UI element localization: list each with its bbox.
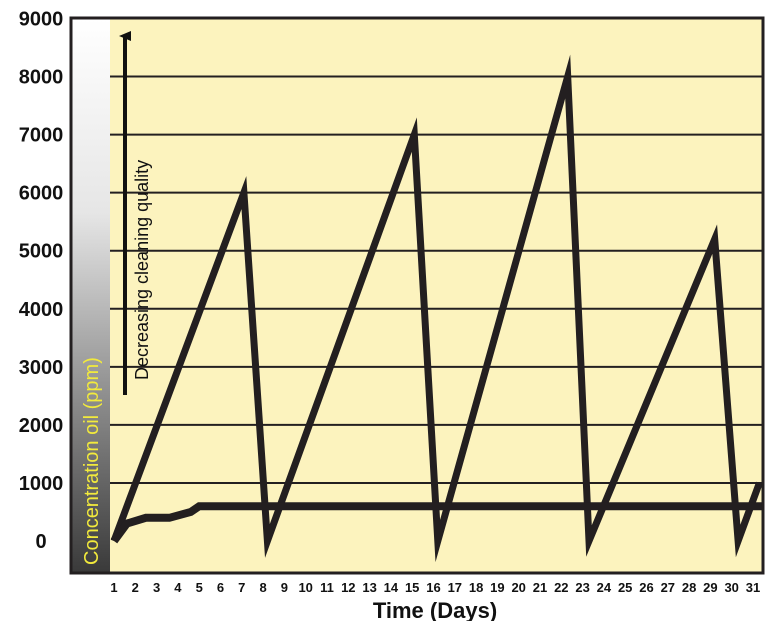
x-tick-label: 16 (426, 580, 440, 595)
series-line-1 (110, 54, 763, 563)
y-tick-label: 1000 (19, 473, 64, 495)
y-tick-labels: 0 1000 2000 3000 4000 5000 6000 7000 8000 9000 (19, 8, 64, 553)
x-tick-label: 22 (554, 580, 568, 595)
y-tick-label: 2000 (19, 415, 64, 437)
y-tick-label: 3000 (19, 357, 64, 379)
x-tick-labels: 1 2 3 4 5 6 7 8 9 10 11 12 13 14 15 16 17 18 19 20 21 22 23 24 2… (110, 580, 760, 595)
x-tick-label: 20 (511, 580, 525, 595)
x-tick-label: 21 (533, 580, 547, 595)
y-axis-band (72, 19, 110, 572)
y-tick-label: 0 (35, 531, 46, 553)
x-tick-label: 12 (341, 580, 355, 595)
x-tick-label: 14 (384, 580, 399, 595)
series-line-2 (110, 502, 764, 544)
x-tick-label: 7 (238, 580, 245, 595)
x-tick-label: 2 (132, 580, 139, 595)
x-tick-label: 25 (618, 580, 632, 595)
x-tick-label: 13 (362, 580, 376, 595)
x-tick-label: 31 (746, 580, 760, 595)
chart-frame (69, 16, 765, 575)
y-tick-label: 7000 (19, 125, 64, 147)
y-tick-label: 6000 (19, 183, 64, 205)
series-lines (110, 54, 764, 563)
annotation-text: Decreasing cleaning quality (132, 160, 152, 380)
x-tick-label: 27 (661, 580, 675, 595)
x-tick-label: 8 (259, 580, 266, 595)
x-tick-label: 3 (153, 580, 160, 595)
x-tick-label: 24 (597, 580, 612, 595)
y-axis-label: Concentration oil (ppm) (81, 357, 103, 565)
y-tick-label: 9000 (19, 8, 64, 30)
x-tick-label: 15 (405, 580, 419, 595)
x-tick-label: 10 (298, 580, 312, 595)
x-tick-label: 4 (174, 580, 182, 595)
x-tick-label: 1 (110, 580, 117, 595)
x-tick-label: 30 (724, 580, 738, 595)
x-tick-label: 19 (490, 580, 504, 595)
x-tick-label: 23 (575, 580, 589, 595)
x-tick-label: 28 (682, 580, 696, 595)
x-tick-label: 11 (320, 580, 334, 595)
y-tick-label: 4000 (19, 299, 64, 321)
x-tick-label: 5 (196, 580, 203, 595)
x-tick-label: 29 (703, 580, 717, 595)
y-tick-label: 8000 (19, 67, 64, 89)
x-tick-label: 26 (639, 580, 653, 595)
x-axis-label: Time (Days) (373, 598, 497, 621)
x-tick-label: 17 (448, 580, 462, 595)
x-tick-label: 6 (217, 580, 224, 595)
y-tick-label: 5000 (19, 241, 64, 263)
x-tick-label: 9 (281, 580, 288, 595)
x-tick-label: 18 (469, 580, 483, 595)
